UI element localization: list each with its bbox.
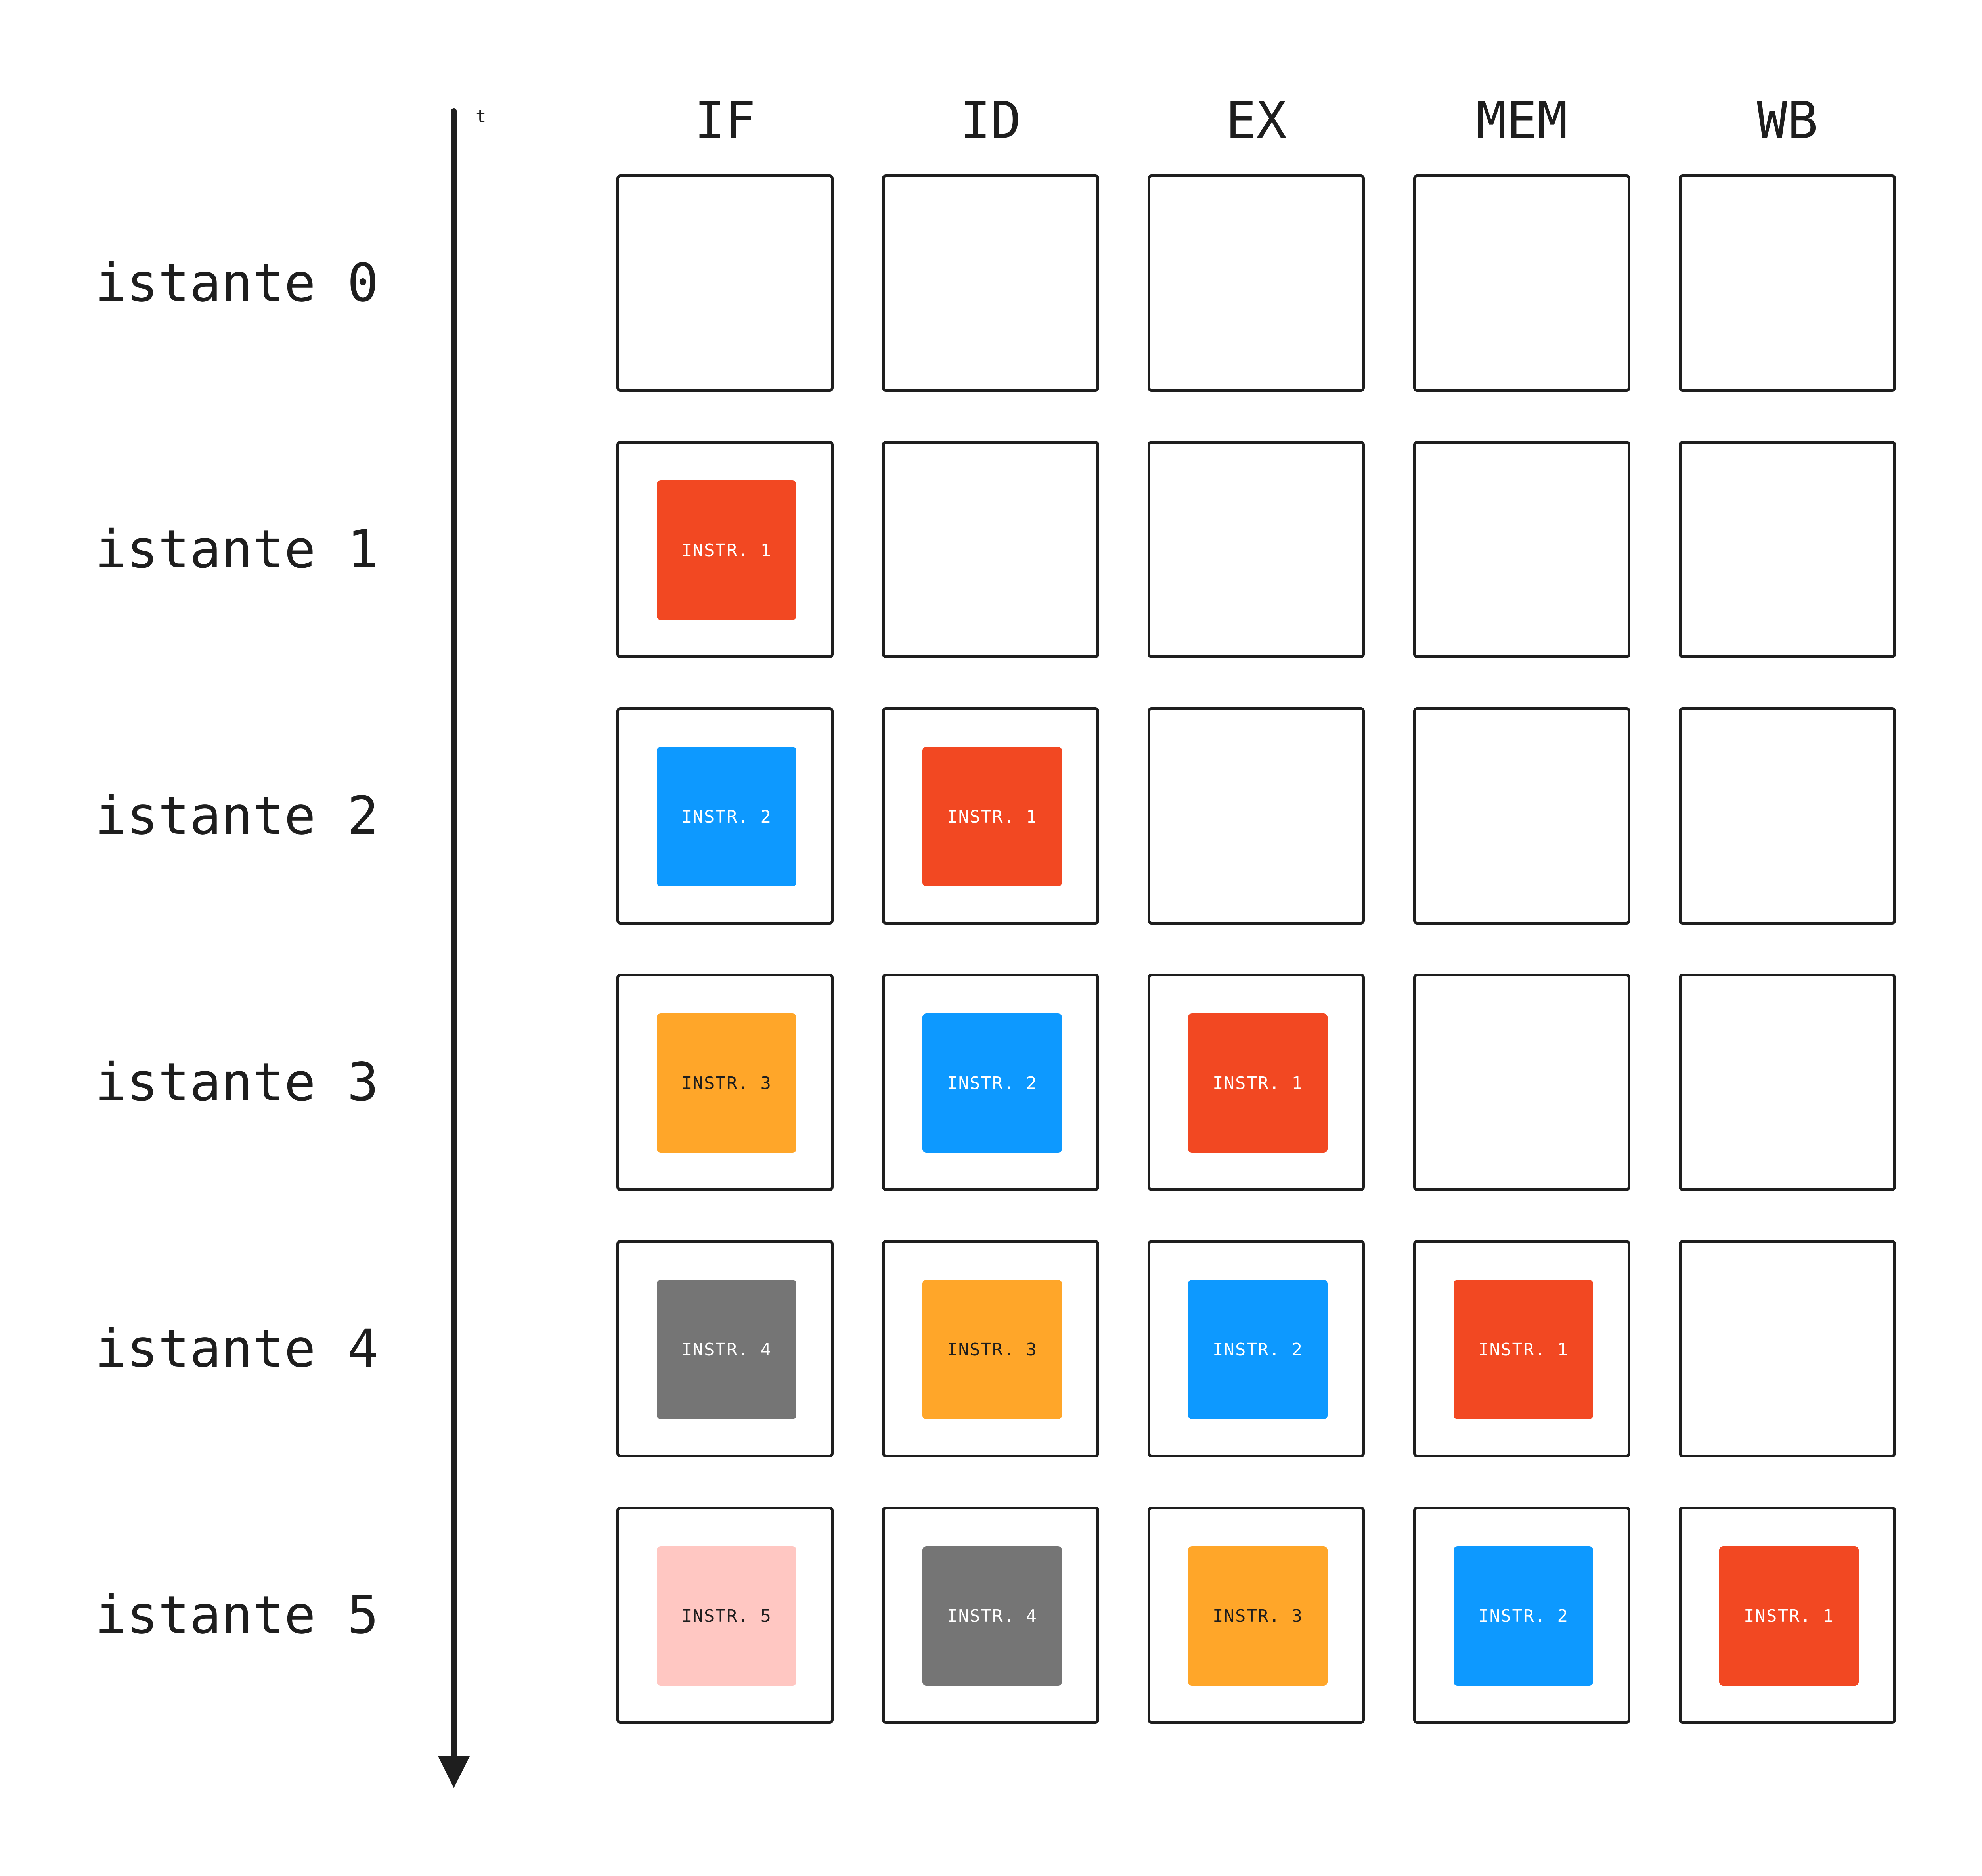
stage-header-wb: WB [1756,91,1818,150]
row-label-4: istante 4 [95,1318,379,1379]
pipeline-cell-ex-1 [1148,441,1365,658]
pipeline-cell-wb-5: INSTR. 1 [1679,1507,1896,1724]
pipeline-cell-mem-3 [1413,974,1630,1191]
stage-header-if: IF [694,91,756,150]
pipeline-cell-wb-3 [1679,974,1896,1191]
instruction-block-1: INSTR. 1 [1188,1013,1328,1153]
pipeline-cell-ex-0 [1148,174,1365,392]
pipeline-cell-ex-5: INSTR. 3 [1148,1507,1365,1724]
stage-header-id: ID [960,91,1022,150]
time-axis-arrow [438,108,470,1788]
instruction-block-3: INSTR. 3 [922,1280,1062,1419]
instruction-block-4: INSTR. 4 [922,1546,1062,1686]
pipeline-cell-id-4: INSTR. 3 [882,1240,1099,1457]
pipeline-cell-if-3: INSTR. 3 [616,974,834,1191]
pipeline-cell-id-1 [882,441,1099,658]
instruction-block-2: INSTR. 2 [922,1013,1062,1153]
row-label-0: istante 0 [95,253,379,314]
instruction-block-3: INSTR. 3 [1188,1546,1328,1686]
pipeline-cell-mem-5: INSTR. 2 [1413,1507,1630,1724]
instruction-block-1: INSTR. 1 [657,480,796,620]
pipeline-cell-mem-1 [1413,441,1630,658]
instruction-block-2: INSTR. 2 [1188,1280,1328,1419]
pipeline-cell-id-2: INSTR. 1 [882,707,1099,925]
pipeline-cell-wb-4 [1679,1240,1896,1457]
instruction-block-1: INSTR. 1 [1719,1546,1859,1686]
instruction-block-4: INSTR. 4 [657,1280,796,1419]
pipeline-cell-if-2: INSTR. 2 [616,707,834,925]
pipeline-cell-wb-1 [1679,441,1896,658]
instruction-block-3: INSTR. 3 [657,1013,796,1153]
pipeline-cell-ex-4: INSTR. 2 [1148,1240,1365,1457]
row-label-1: istante 1 [95,519,379,580]
row-label-5: istante 5 [95,1585,379,1646]
instruction-block-2: INSTR. 2 [1454,1546,1593,1686]
pipeline-cell-ex-2 [1148,707,1365,925]
pipeline-cell-wb-0 [1679,174,1896,392]
instruction-block-1: INSTR. 1 [1454,1280,1593,1419]
pipeline-cell-if-0 [616,174,834,392]
instruction-block-5: INSTR. 5 [657,1546,796,1686]
pipeline-cell-if-4: INSTR. 4 [616,1240,834,1457]
pipeline-cell-mem-4: INSTR. 1 [1413,1240,1630,1457]
pipeline-cell-id-0 [882,174,1099,392]
pipeline-cell-id-3: INSTR. 2 [882,974,1099,1191]
pipeline-cell-ex-3: INSTR. 1 [1148,974,1365,1191]
pipeline-cell-mem-0 [1413,174,1630,392]
instruction-block-2: INSTR. 2 [657,747,796,886]
pipeline-cell-wb-2 [1679,707,1896,925]
stage-header-ex: EX [1225,91,1287,150]
pipeline-cell-if-5: INSTR. 5 [616,1507,834,1724]
row-label-3: istante 3 [95,1052,379,1113]
pipeline-cell-id-5: INSTR. 4 [882,1507,1099,1724]
pipeline-cell-mem-2 [1413,707,1630,925]
stage-header-mem: MEM [1476,91,1568,150]
row-label-2: istante 2 [95,785,379,846]
pipeline-cell-if-1: INSTR. 1 [616,441,834,658]
time-axis-label: t [476,106,486,126]
instruction-block-1: INSTR. 1 [922,747,1062,886]
